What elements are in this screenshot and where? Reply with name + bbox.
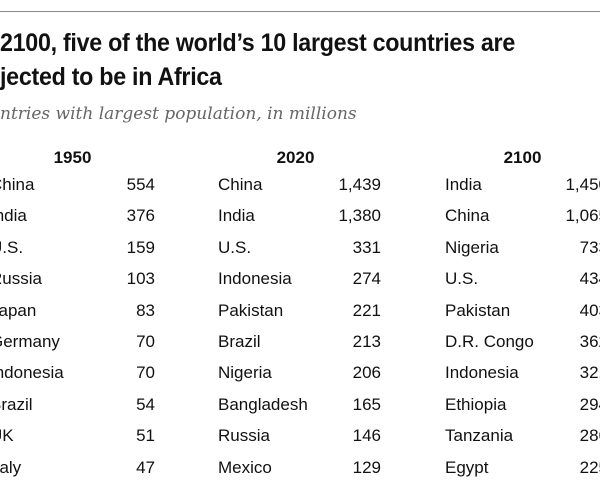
table-row: Indonesia 321: [445, 363, 600, 387]
country-name: U.S.: [0, 237, 24, 257]
table-row: Brazil 213: [218, 332, 381, 356]
table-row: Egypt 225: [445, 458, 600, 482]
country-name: Japan: [0, 300, 37, 320]
population-value: 554: [126, 175, 155, 194]
country-name: Bangladesh: [218, 394, 308, 414]
country-name: India: [218, 206, 255, 226]
country-name: Pakistan: [445, 300, 511, 320]
country-name: UK: [0, 426, 14, 446]
population-value: 225: [579, 457, 600, 477]
table-row: China 1,065: [445, 206, 600, 230]
table-row: Brazil 54: [0, 395, 155, 419]
table-row: Russia 146: [218, 426, 381, 450]
table-row: India 1,380: [218, 206, 381, 230]
column-header: 2100: [503, 148, 542, 167]
country-name: Pakistan: [218, 300, 284, 320]
population-value: 1,380: [338, 206, 381, 226]
country-name: Brazil: [218, 332, 261, 351]
population-value: 286: [579, 426, 600, 446]
country-name: China: [0, 175, 35, 194]
population-value: 221: [352, 300, 381, 320]
table-row: Indonesia 70: [0, 363, 155, 387]
population-value: 321: [579, 363, 600, 383]
population-value: 213: [352, 332, 381, 351]
title-line-2: jected to be in Africa: [0, 63, 222, 91]
country-name: Brazil: [0, 394, 33, 414]
country-name: China: [445, 206, 490, 226]
table-row: U.S. 331: [218, 238, 381, 262]
population-value: 376: [126, 206, 155, 226]
population-value: 83: [136, 300, 155, 320]
country-name: Germany: [0, 332, 60, 351]
table-row: U.S. 159: [0, 238, 155, 262]
country-name: Egypt: [445, 457, 489, 477]
population-value: 362: [579, 332, 600, 351]
population-value: 294: [579, 394, 600, 414]
table-row: Indonesia 274: [218, 269, 381, 293]
population-value: 274: [352, 269, 381, 289]
population-value: 70: [136, 363, 155, 383]
population-value: 1,065: [565, 206, 600, 226]
population-value: 434: [579, 269, 600, 289]
population-value: 733: [579, 237, 600, 257]
population-value: 403: [579, 300, 600, 320]
table-row: U.S. 434: [445, 269, 600, 293]
table-row: Italy 47: [0, 458, 155, 482]
table-row: D.R. Congo 362: [445, 332, 600, 356]
table-row: Pakistan 221: [218, 301, 381, 325]
table-row: Tanzania 286: [445, 426, 600, 450]
population-value: 206: [352, 363, 381, 383]
country-name: Nigeria: [445, 237, 499, 257]
country-name: India: [445, 175, 482, 194]
column-header: 2020: [276, 148, 315, 167]
country-name: Indonesia: [218, 269, 292, 289]
country-name: Russia: [0, 269, 42, 289]
title-line-1: 2100, five of the world’s 10 largest cou…: [0, 29, 515, 57]
country-name: Mexico: [218, 457, 272, 477]
top-rule: [0, 11, 600, 12]
country-name: China: [218, 175, 263, 194]
country-name: Nigeria: [218, 363, 272, 383]
country-name: U.S.: [445, 269, 479, 289]
country-name: India: [0, 206, 27, 226]
country-name: Russia: [218, 426, 270, 446]
table-row: Germany 70: [0, 332, 155, 356]
country-name: Tanzania: [445, 426, 514, 446]
population-value: 70: [136, 332, 155, 351]
population-value: 159: [126, 237, 155, 257]
table-row: UK 51: [0, 426, 155, 450]
population-value: 1,439: [338, 175, 381, 194]
table-row: Bangladesh 165: [218, 395, 381, 419]
population-value: 165: [352, 394, 381, 414]
table-row: India 376: [0, 206, 155, 230]
country-name: Ethiopia: [445, 394, 507, 414]
country-name: Indonesia: [0, 363, 64, 383]
table-row: Russia 103: [0, 269, 155, 293]
population-value: 146: [352, 426, 381, 446]
country-name: D.R. Congo: [445, 332, 534, 351]
table-row: Nigeria 206: [218, 363, 381, 387]
population-value: 54: [136, 394, 155, 414]
table-row: China 1,439: [218, 175, 381, 199]
population-value: 47: [136, 457, 155, 477]
population-value: 331: [352, 237, 381, 257]
table-row: Mexico 129: [218, 458, 381, 482]
table-row: Japan 83: [0, 301, 155, 325]
table-row: Pakistan 403: [445, 301, 600, 325]
table-row: Ethiopia 294: [445, 395, 600, 419]
column-header: 1950: [53, 148, 92, 167]
table-row: Nigeria 733: [445, 238, 600, 262]
population-value: 103: [126, 269, 155, 289]
population-value: 129: [352, 457, 381, 477]
country-name: Indonesia: [445, 363, 519, 383]
country-name: U.S.: [218, 237, 252, 257]
table-row: India 1,450: [445, 175, 600, 199]
subtitle: ntries with largest population, in milli…: [0, 104, 357, 124]
country-name: Italy: [0, 457, 22, 477]
population-value: 51: [136, 426, 155, 446]
table-row: China 554: [0, 175, 155, 199]
population-value: 1,450: [565, 175, 600, 194]
